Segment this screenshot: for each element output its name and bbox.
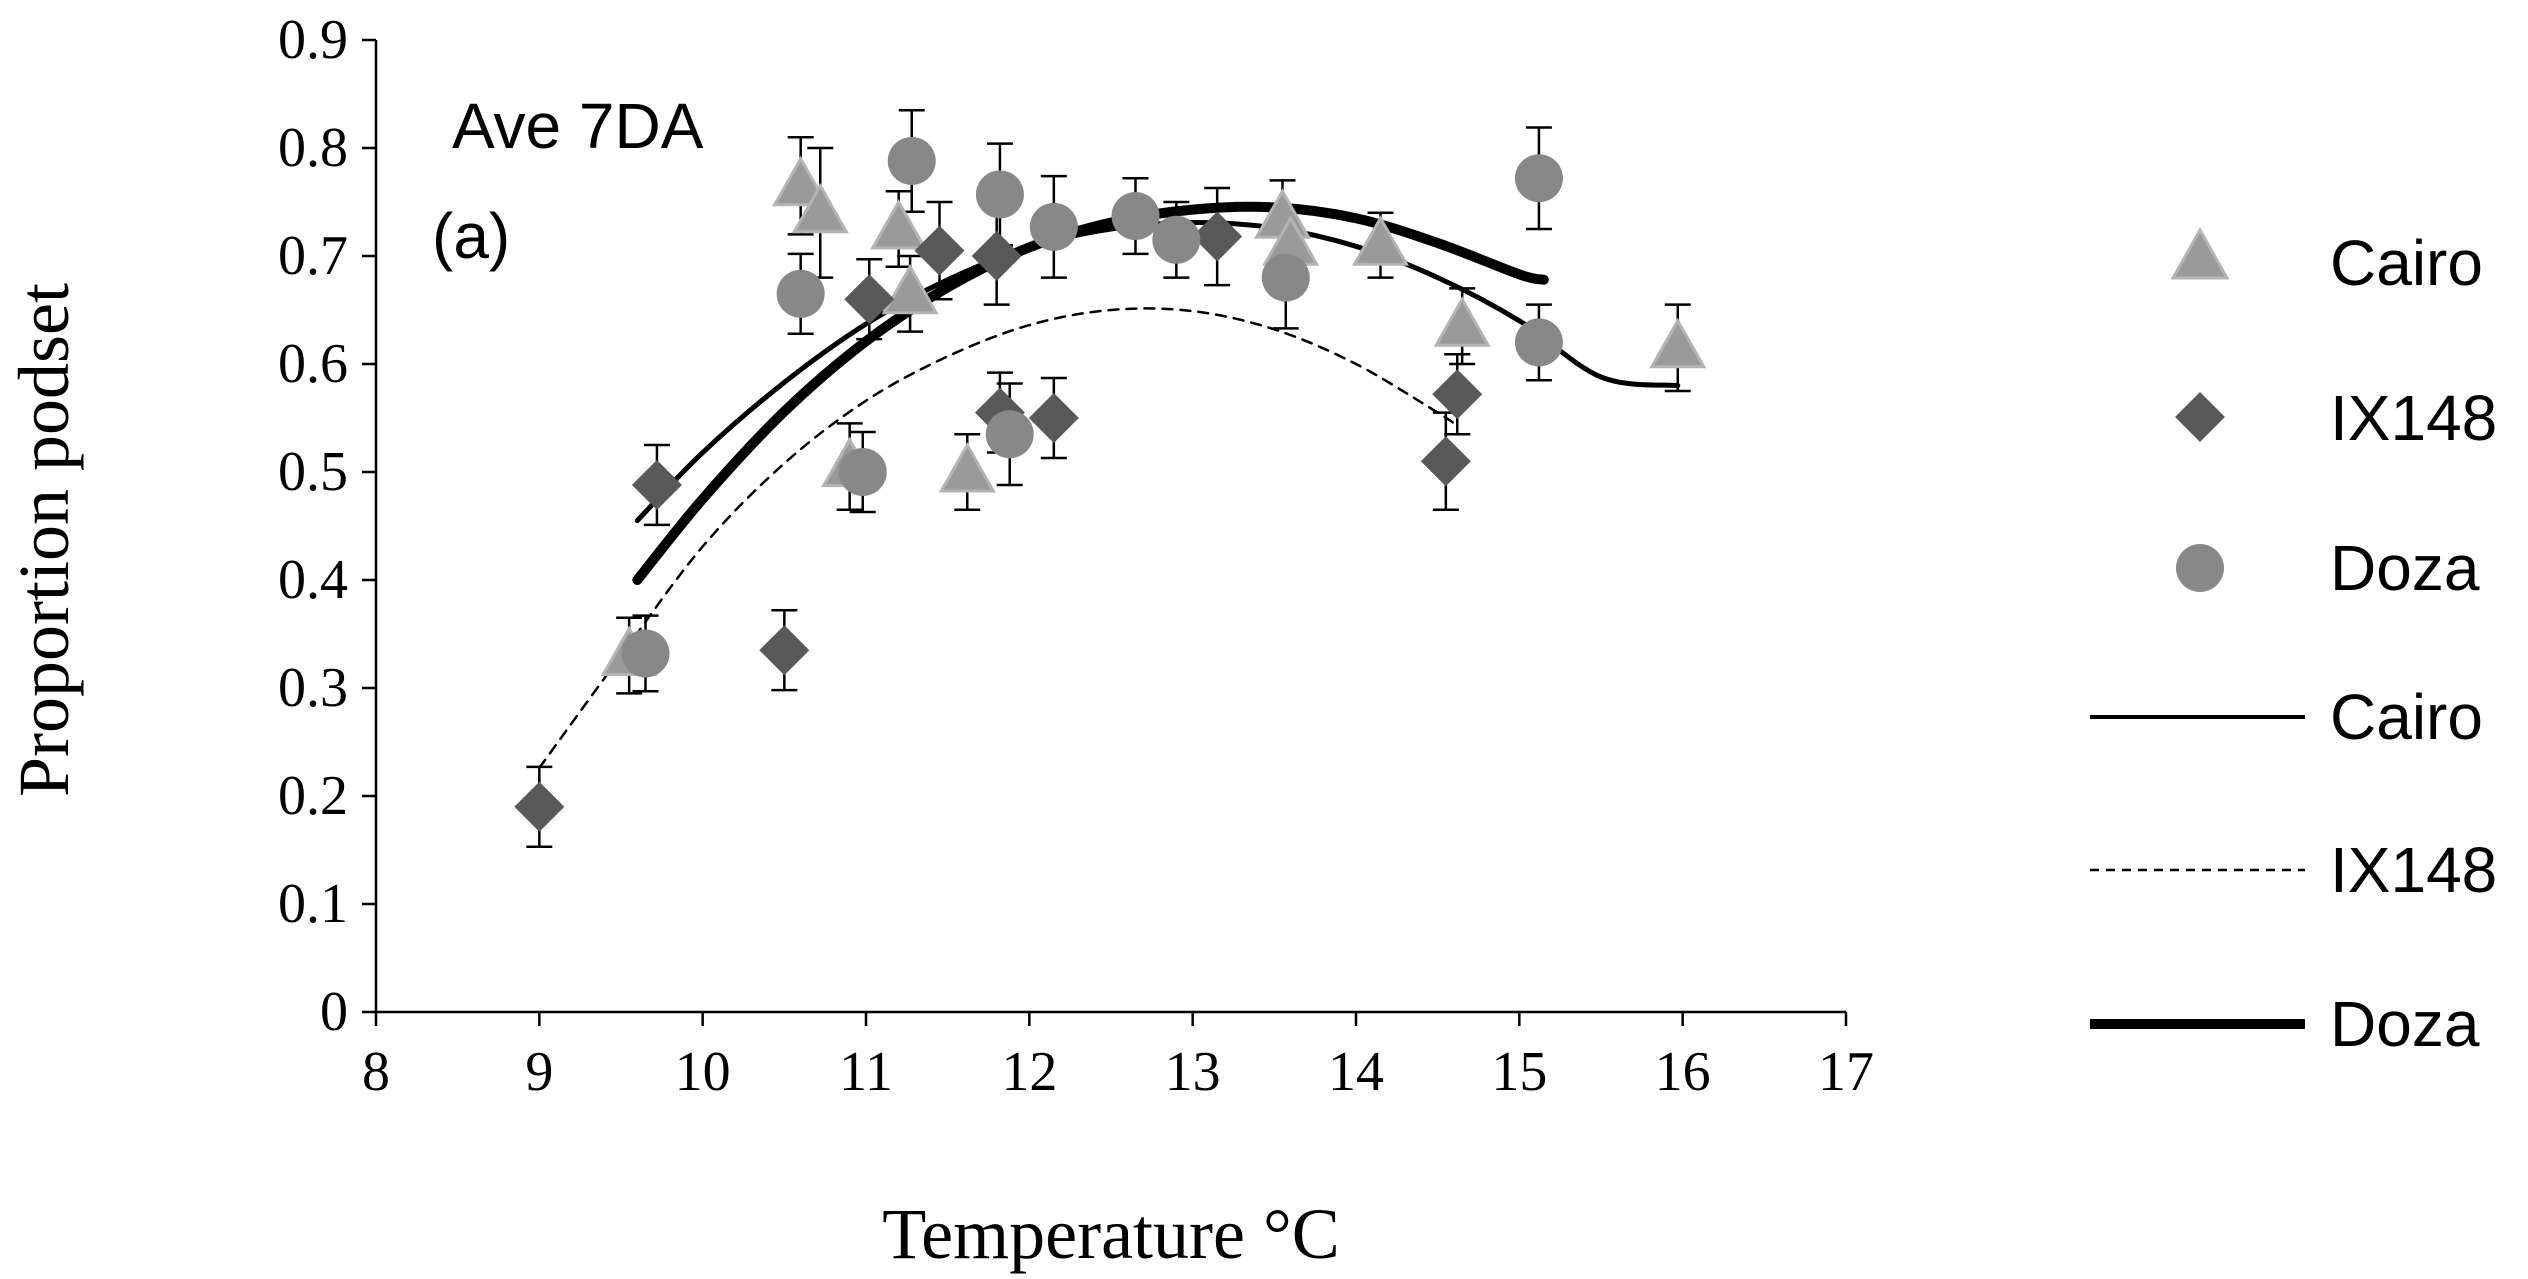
- point-cairo: [772, 155, 830, 207]
- point-doza: [1152, 215, 1201, 264]
- y-ticks: [362, 38, 376, 1014]
- y-tick-label: 0.9: [278, 9, 348, 71]
- y-tick-label: 0.3: [278, 657, 348, 719]
- point-doza: [776, 269, 825, 318]
- point-doza: [1514, 318, 1563, 367]
- x-tick-label: 17: [1818, 1041, 1874, 1103]
- legend-entry-cairo-line: Cairo: [2090, 681, 2483, 753]
- point-ix148: [1028, 393, 1079, 443]
- trend-line-cairo: [634, 219, 1681, 524]
- point-cairo: [1649, 317, 1707, 369]
- point-cairo: [791, 182, 849, 234]
- point-ix148: [1432, 369, 1483, 420]
- legend-triangle-marker: [2170, 226, 2230, 280]
- legend-label-cairo-points: Cairo: [2330, 227, 2483, 299]
- legend-entry-ix148-points: IX148: [2175, 382, 2497, 454]
- trend-lines: [538, 201, 1681, 770]
- x-tick-labels: 8 9 10 11 12 13 14 15 16 17: [362, 1041, 1874, 1103]
- y-tick-labels: 0 0.1 0.2 0.3 0.4 0.5 0.6 0.7 0.8 0.9: [278, 9, 348, 1043]
- point-cairo: [870, 198, 928, 250]
- legend-label-doza-points: Doza: [2330, 532, 2480, 604]
- trend-line-doza: [632, 201, 1549, 585]
- y-tick-label: 0.2: [278, 765, 348, 827]
- x-tick-label: 10: [675, 1041, 731, 1103]
- x-tick-label: 9: [525, 1041, 553, 1103]
- legend: Cairo IX148 Doza Cairo IX148 Doza: [2090, 226, 2497, 1060]
- legend-label-ix148-points: IX148: [2330, 382, 2497, 454]
- y-tick-label: 0: [320, 981, 348, 1043]
- legend-diamond-marker: [2175, 392, 2225, 442]
- x-tick-label: 11: [839, 1041, 893, 1103]
- legend-label-cairo-line: Cairo: [2330, 681, 2483, 753]
- x-axis-label: Temperature °C: [882, 1194, 1340, 1274]
- annotation-line2: (a): [432, 200, 510, 272]
- point-doza: [1111, 192, 1160, 241]
- y-tick-label: 0.6: [278, 333, 348, 395]
- point-doza: [975, 170, 1024, 219]
- trend-line-ix148: [538, 307, 1456, 770]
- legend-circle-marker: [2176, 544, 2224, 592]
- point-ix148: [971, 231, 1022, 281]
- point-ix148: [1192, 211, 1243, 262]
- point-cairo: [881, 263, 939, 315]
- point-cairo: [1433, 296, 1491, 347]
- point-doza: [887, 136, 936, 185]
- markers: [514, 136, 1707, 832]
- point-ix148: [914, 225, 965, 276]
- point-doza: [1029, 202, 1078, 251]
- point-ix148: [759, 625, 810, 676]
- y-tick-label: 0.1: [278, 873, 348, 935]
- x-ticks: [374, 1012, 1848, 1026]
- axes: [362, 38, 1848, 1026]
- legend-entry-doza-line: Doza: [2090, 988, 2480, 1060]
- x-tick-label: 16: [1655, 1041, 1711, 1103]
- legend-entry-doza-points: Doza: [2176, 532, 2480, 604]
- point-ix148: [1420, 436, 1471, 487]
- point-ix148: [514, 781, 565, 832]
- point-ix148: [631, 459, 682, 510]
- legend-label-doza-line: Doza: [2330, 988, 2480, 1060]
- legend-entry-ix148-line: IX148: [2090, 834, 2497, 906]
- point-doza: [1261, 253, 1310, 302]
- x-tick-label: 8: [362, 1041, 390, 1103]
- y-tick-label: 0.4: [278, 549, 348, 611]
- point-ix148: [844, 274, 895, 325]
- point-doza: [1514, 154, 1563, 203]
- y-tick-label: 0.7: [278, 225, 348, 287]
- y-axis-label: Proportion podset: [4, 283, 84, 797]
- point-doza: [621, 629, 670, 678]
- x-tick-label: 12: [1001, 1041, 1057, 1103]
- legend-entry-cairo-points: Cairo: [2170, 226, 2483, 299]
- x-tick-label: 14: [1328, 1041, 1384, 1103]
- x-tick-label: 15: [1491, 1041, 1547, 1103]
- point-doza: [985, 410, 1034, 459]
- legend-label-ix148-line: IX148: [2330, 834, 2497, 906]
- annotation-line1: Ave 7DA: [452, 90, 704, 162]
- point-cairo: [938, 441, 996, 493]
- x-tick-label: 13: [1165, 1041, 1221, 1103]
- point-doza: [838, 448, 887, 496]
- point-cairo: [1351, 215, 1410, 266]
- y-tick-label: 0.5: [278, 441, 348, 503]
- y-tick-label: 0.8: [278, 117, 348, 179]
